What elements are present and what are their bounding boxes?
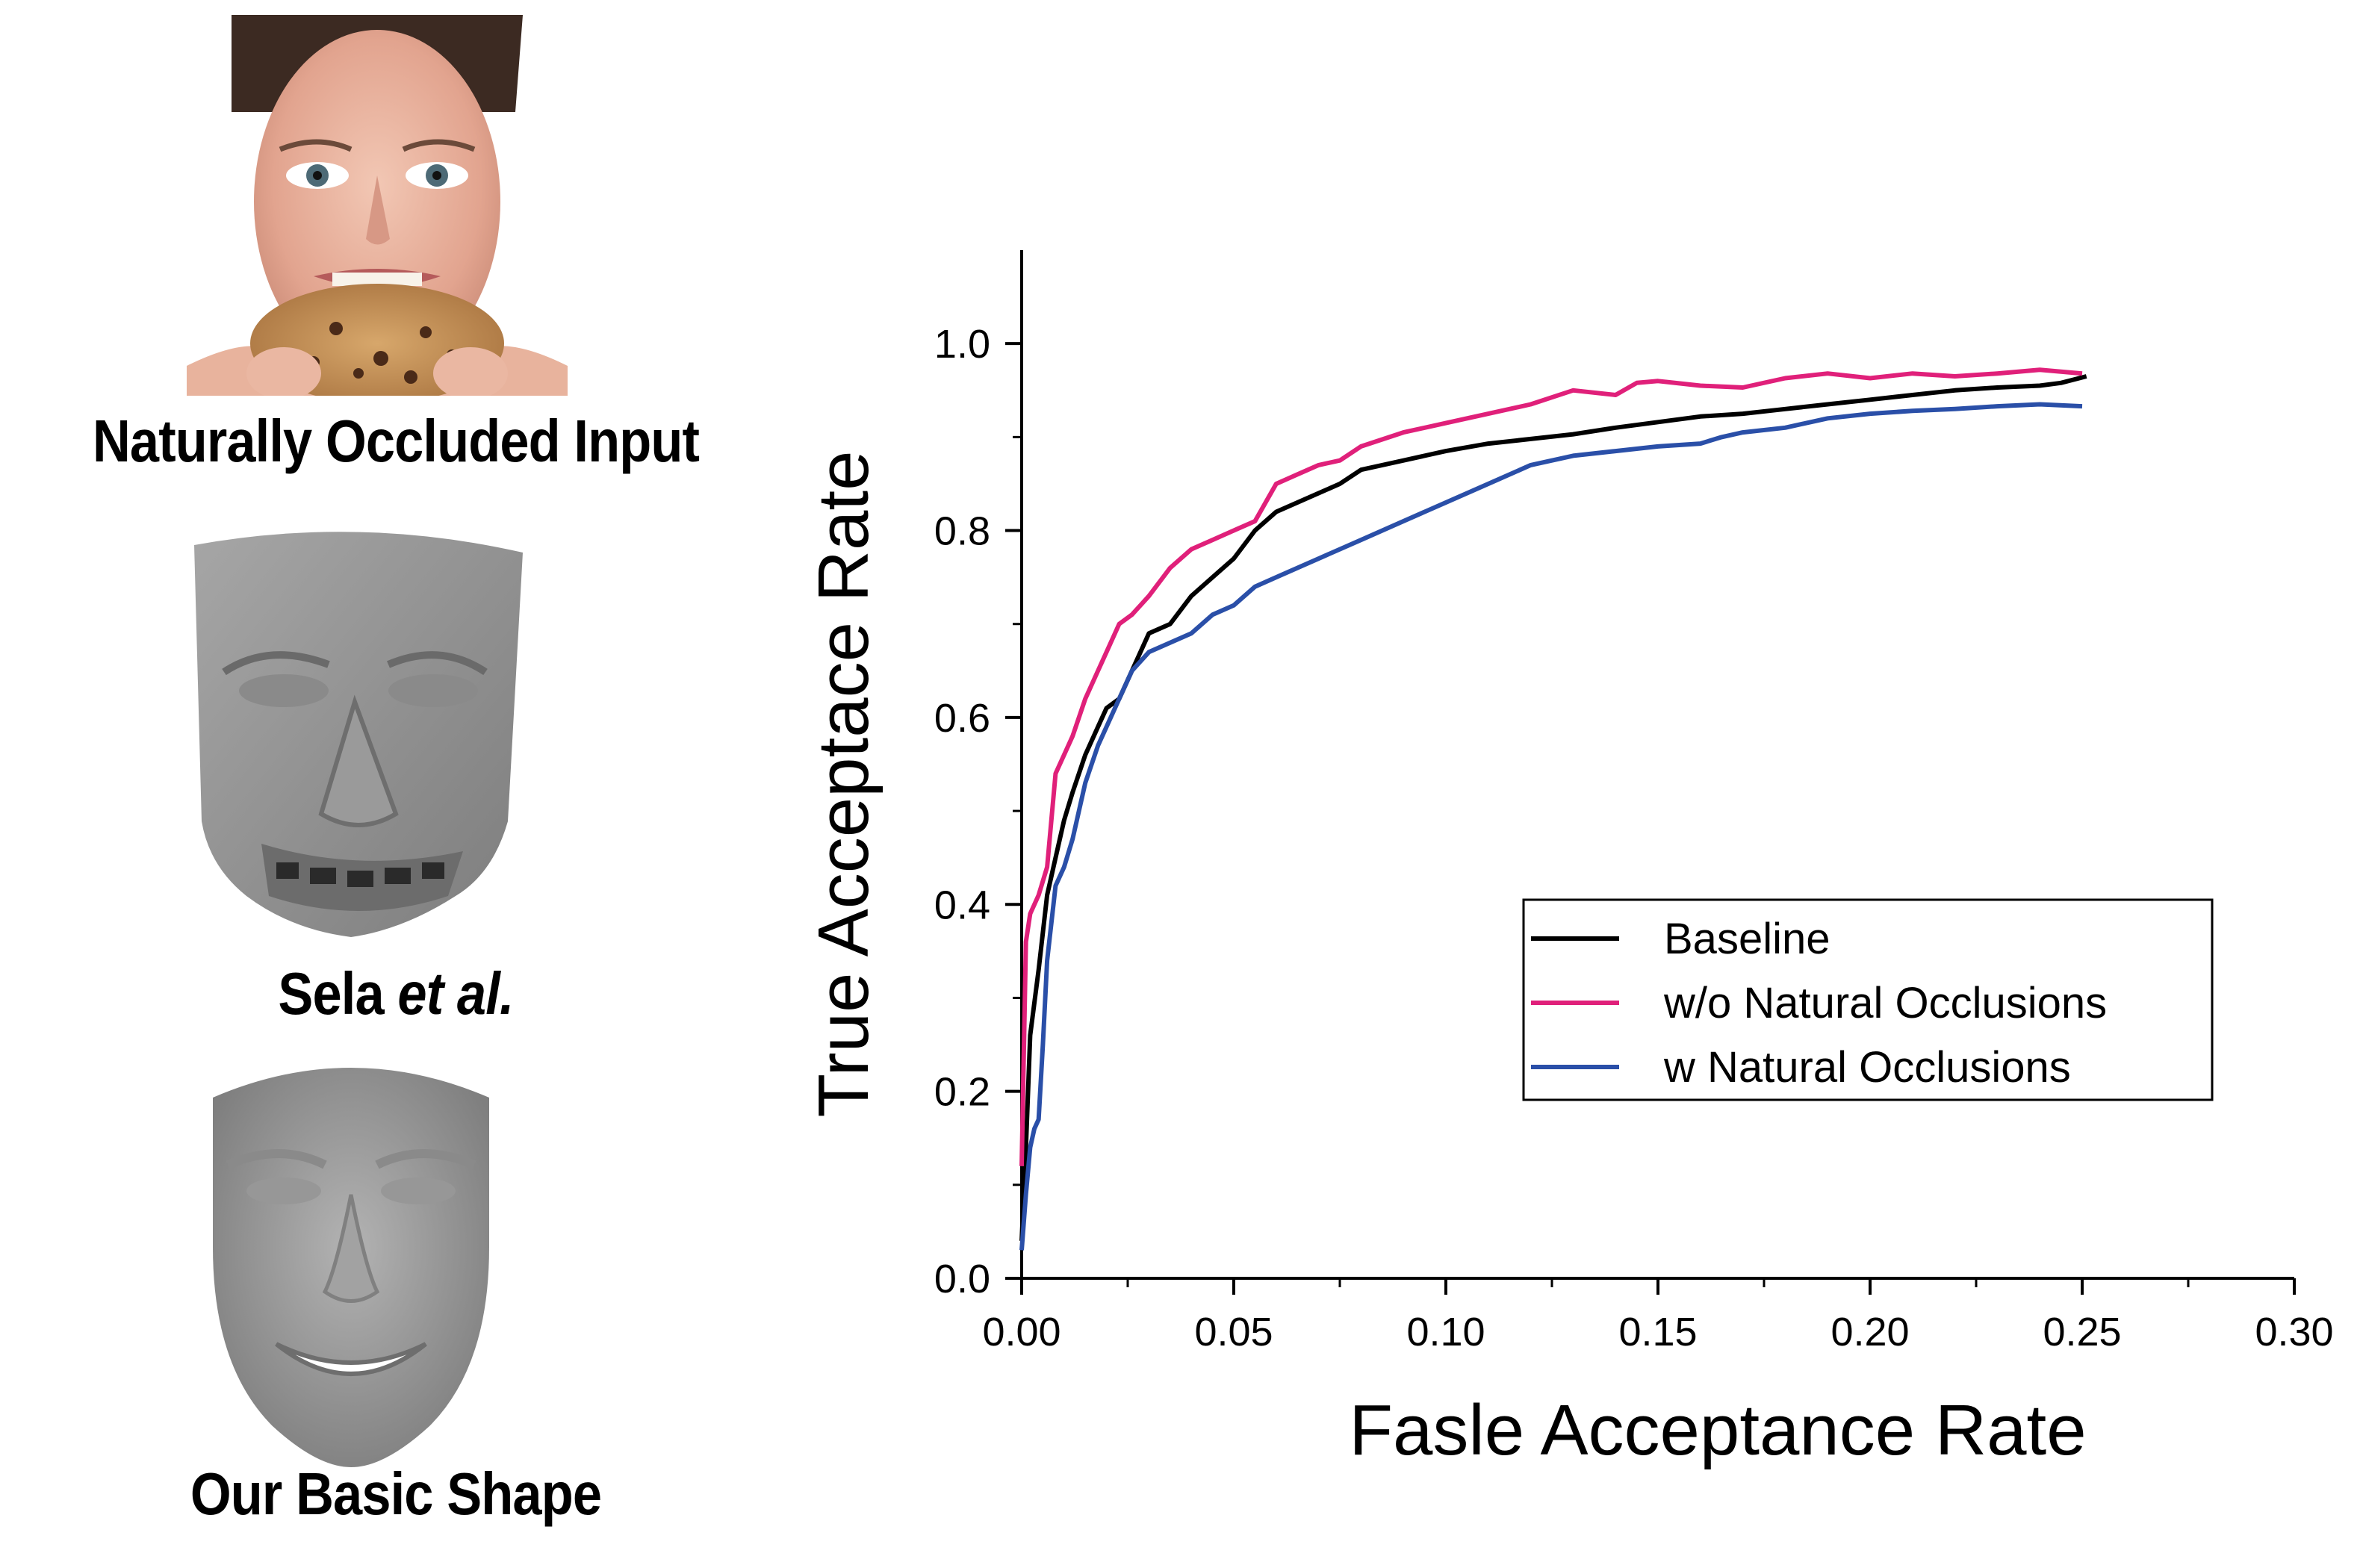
chart-axes: 0.00 0.05 0.10 0.15 0.20 0.25 0.30 0.0 0.2 0.4 0.6… [934,250,2334,1354]
caption-sela-etal: et al. [397,960,514,1027]
x-axis-label: Fasle Acceptance Rate [1349,1390,2086,1470]
x-tick-label: 0.30 [2255,1310,2333,1354]
caption-our-basic-shape: Our Basic Shape [190,1460,602,1527]
y-tick-label: 0.8 [934,509,990,554]
chart-series-lines [1019,367,2087,1251]
sela-reconstruction-render [194,532,523,937]
y-tick-label: 0.6 [934,696,990,741]
x-tick-label: 0.00 [982,1310,1061,1354]
series-line-0 [1019,374,2087,1242]
figure-left-panel: Naturally Occluded Input Sela et al. [0,0,792,1568]
x-tick-label: 0.15 [1618,1310,1697,1354]
y-axis-label: True Acceptace Rate [804,451,884,1118]
legend-label-0: Baseline [1664,915,1830,963]
legend-box [1522,898,2214,1101]
chart-legend: Baseline w/o Natural Occlusions w Natural … [1522,898,2214,1101]
occluded-input-photo [187,15,568,396]
x-tick-label: 0.25 [2043,1310,2121,1354]
y-tick-label: 0.4 [934,883,990,927]
legend-label-1: w/o Natural Occlusions [1663,979,2107,1027]
our-basic-shape-render [213,1068,489,1467]
x-tick-label: 0.20 [1830,1310,1909,1354]
y-tick-label: 0.0 [934,1257,990,1301]
y-tick-label: 1.0 [934,322,990,367]
x-tick-label: 0.10 [1406,1310,1485,1354]
y-tick-label: 0.2 [934,1070,990,1115]
caption-naturally-occluded-input: Naturally Occluded Input [92,408,700,474]
caption-sela-name: Sela [278,960,384,1027]
x-tick-label: 0.05 [1194,1310,1273,1354]
series-line-2 [1019,402,2083,1251]
series-line-1 [1019,367,2083,1166]
caption-sela-et-al: Sela et al. [48,959,745,1028]
legend-label-2: w Natural Occlusions [1663,1043,2071,1092]
